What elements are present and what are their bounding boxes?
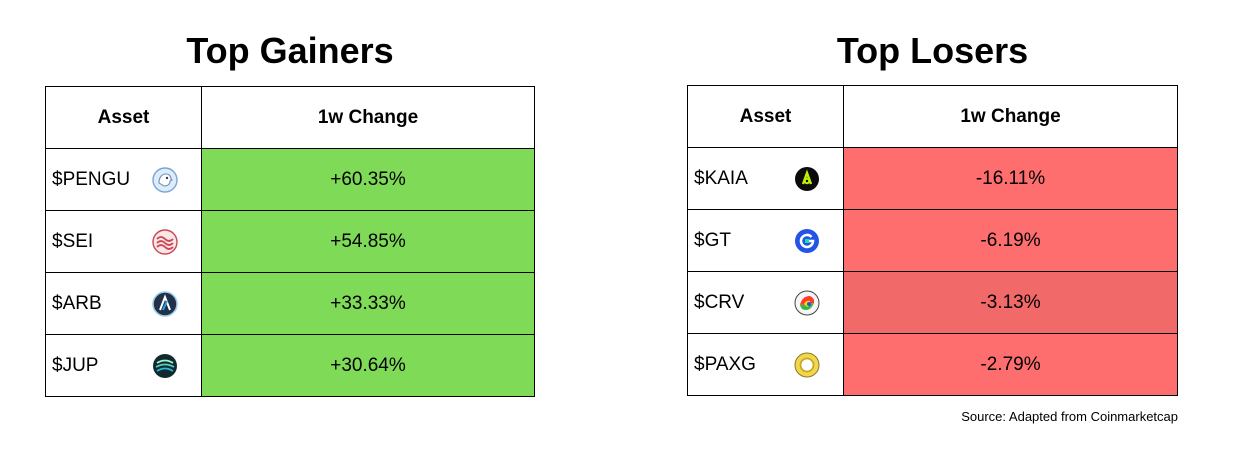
change-cell: +33.33%: [201, 272, 535, 335]
top-losers-title: Top Losers: [836, 30, 1029, 71]
table-row: $GT -6.19%: [687, 209, 1178, 272]
asset-cell: $JUP: [45, 334, 202, 397]
asset-cell: $PENGU: [45, 148, 202, 211]
table-row: $JUP +30.64%: [45, 334, 535, 397]
change-cell: -6.19%: [843, 209, 1178, 272]
paxg-icon: [794, 352, 820, 377]
change-cell: -2.79%: [843, 333, 1178, 396]
asset-header: Asset: [45, 86, 202, 149]
arb-icon: [152, 290, 178, 317]
change-cell: +30.64%: [201, 334, 535, 397]
table-header-row: Asset 1w Change: [45, 86, 535, 149]
asset-cell: $GT: [687, 209, 844, 272]
table-row: $PAXG -2.79%: [687, 333, 1178, 396]
change-cell: -3.13%: [843, 271, 1178, 334]
top-losers-panel: Top Losers Asset 1w Change $KAIA -16.11%: [687, 30, 1178, 396]
jup-icon: [153, 353, 177, 378]
asset-cell: $ARB: [45, 272, 202, 335]
asset-ticker: $GT: [694, 229, 731, 251]
gt-icon: [795, 228, 819, 253]
top-gainers-panel: Top Gainers Asset 1w Change $PENGU +60.3…: [45, 30, 535, 397]
crv-icon: [794, 290, 820, 315]
pengu-icon: [152, 166, 178, 193]
table-row: $KAIA -16.11%: [687, 147, 1178, 210]
sei-icon: [152, 228, 178, 255]
asset-cell: $SEI: [45, 210, 202, 273]
top-gainers-table: Asset 1w Change $PENGU +60.35% $SEI: [45, 86, 535, 397]
asset-ticker: $JUP: [52, 354, 99, 376]
asset-cell: $PAXG: [687, 333, 844, 396]
change-cell: -16.11%: [843, 147, 1178, 210]
asset-ticker: $PAXG: [694, 353, 756, 375]
source-note: Source: Adapted from Coinmarketcap: [961, 409, 1178, 424]
top-gainers-title: Top Gainers: [186, 30, 394, 71]
change-header: 1w Change: [201, 86, 535, 149]
asset-ticker: $KAIA: [694, 167, 748, 189]
asset-header: Asset: [687, 85, 844, 148]
top-losers-table: Asset 1w Change $KAIA -16.11% $GT: [687, 85, 1178, 396]
asset-ticker: $SEI: [52, 230, 94, 252]
asset-ticker: $CRV: [694, 291, 745, 313]
change-header: 1w Change: [843, 85, 1178, 148]
table-row: $PENGU +60.35%: [45, 148, 535, 211]
table-row: $SEI +54.85%: [45, 210, 535, 273]
table-row: $CRV -3.13%: [687, 271, 1178, 334]
asset-cell: $KAIA: [687, 147, 844, 210]
change-cell: +54.85%: [201, 210, 535, 273]
asset-ticker: $PENGU: [52, 168, 131, 190]
kaia-icon: [795, 166, 819, 191]
table-header-row: Asset 1w Change: [687, 85, 1178, 148]
change-cell: +60.35%: [201, 148, 535, 211]
asset-cell: $CRV: [687, 271, 844, 334]
asset-ticker: $ARB: [52, 292, 102, 314]
table-row: $ARB +33.33%: [45, 272, 535, 335]
